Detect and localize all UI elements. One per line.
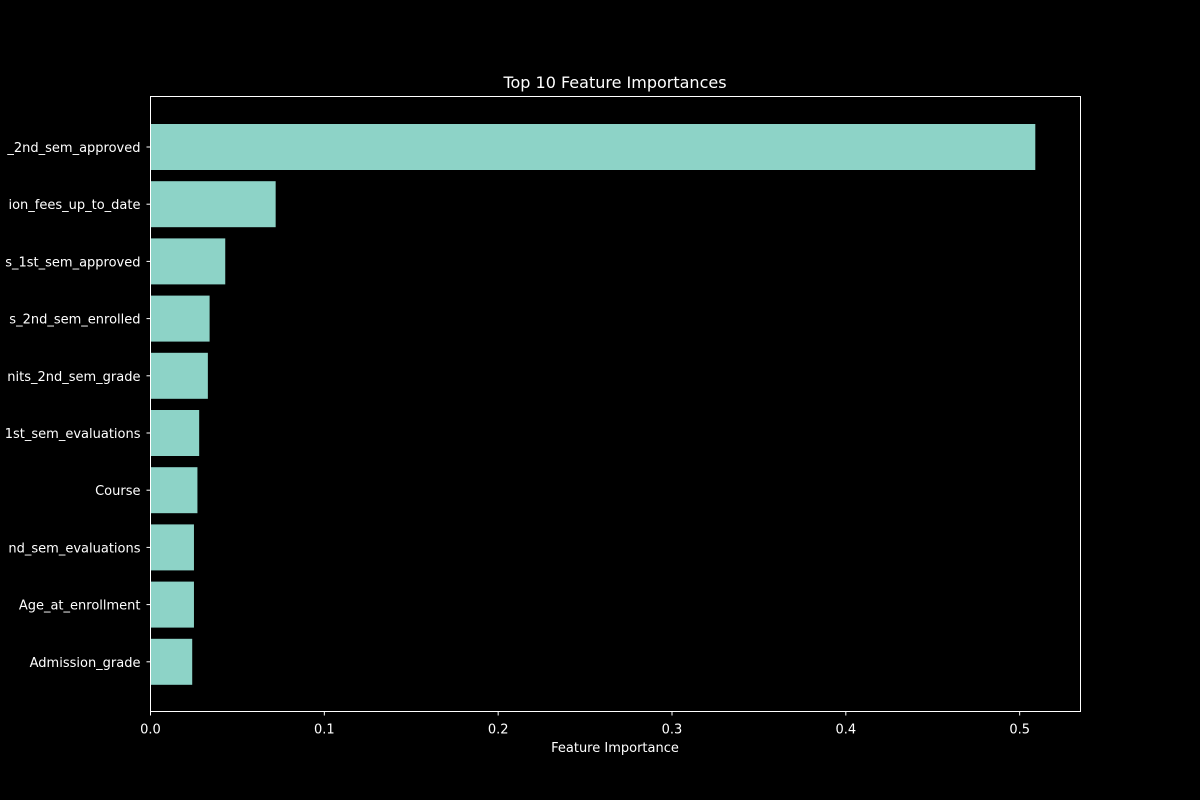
bar-5	[150, 410, 200, 456]
bars-group	[150, 124, 1036, 685]
x-tick-label: 0.4	[835, 723, 856, 738]
bar-4	[150, 352, 208, 399]
y-tick-label: s_2nd_sem_enrolled	[9, 313, 140, 328]
y-tick-label: _2nd_sem_approved	[6, 141, 140, 156]
x-axis-ticks: 0.0 0.1 0.2 0.3 0.4 0.5	[140, 711, 1030, 738]
y-tick-label: Age_at_enrollment	[19, 599, 141, 614]
y-tick-label: ion_fees_up_to_date	[8, 198, 140, 213]
bar-0	[150, 124, 1036, 170]
x-tick-label: 0.5	[1009, 723, 1030, 738]
chart-title: Top 10 Feature Importances	[502, 73, 726, 92]
bar-6	[150, 467, 198, 514]
y-tick-label: s_1st_sem_approved	[5, 255, 140, 270]
bar-3	[150, 295, 210, 342]
bar-1	[150, 181, 276, 228]
bar-8	[150, 581, 194, 628]
x-tick-label: 0.3	[662, 723, 683, 738]
plot-frame	[150, 96, 1081, 712]
x-tick-label: 0.1	[314, 723, 335, 738]
x-axis-label: Feature Importance	[551, 741, 679, 756]
y-tick-label: nits_2nd_sem_grade	[7, 370, 140, 385]
y-tick-labels: _2nd_sem_approved ion_fees_up_to_date s_1s…	[5, 141, 151, 671]
bar-9	[150, 638, 193, 685]
x-tick-label: 0.0	[140, 723, 161, 738]
y-tick-label: Course	[95, 484, 140, 499]
bar-2	[150, 238, 226, 285]
y-tick-label: Admission_grade	[30, 656, 141, 671]
y-tick-label: 1st_sem_evaluations	[5, 427, 141, 442]
x-tick-label: 0.2	[488, 723, 509, 738]
bar-7	[150, 524, 194, 571]
y-tick-label: nd_sem_evaluations	[8, 541, 140, 556]
